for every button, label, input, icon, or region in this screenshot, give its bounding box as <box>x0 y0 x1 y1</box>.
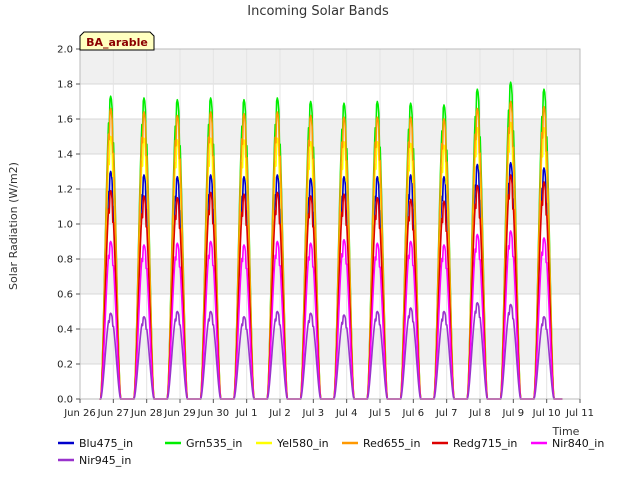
plot-band <box>80 189 580 224</box>
x-tick-label: Jul 5 <box>368 408 391 419</box>
badge-label: BA_arable <box>86 36 148 49</box>
badge-box <box>79 31 155 51</box>
legend-label: Grn535_in <box>186 437 242 450</box>
y-tick-label: 0.4 <box>57 325 73 336</box>
plot-band <box>80 49 580 84</box>
x-tick-label: Jul 11 <box>565 408 594 419</box>
x-tick-label: Jun 27 <box>97 408 130 419</box>
legend: Blu475_in Grn535_in Yel580_in Red655_in Redg… <box>58 437 604 467</box>
legend-item-Red655_in: Red655_in <box>342 437 420 450</box>
legend-item-Grn535_in: Grn535_in <box>165 437 242 450</box>
x-tick-label: Jun 28 <box>130 408 163 419</box>
y-tick-label: 0.2 <box>57 360 73 371</box>
legend-item-Yel580_in: Yel580_in <box>256 437 329 450</box>
x-tick-label: Jul 1 <box>235 408 258 419</box>
y-tick-label: 1.4 <box>57 150 73 161</box>
x-tick-label: Jun 26 <box>63 408 96 419</box>
x-tick-label: Jun 29 <box>163 408 196 419</box>
legend-label: Blu475_in <box>79 437 133 450</box>
x-axis-label: Time <box>552 425 580 438</box>
y-tick-label: 0.0 <box>57 395 73 406</box>
legend-label: Nir840_in <box>552 437 604 450</box>
x-tick-label: Jul 8 <box>468 408 491 419</box>
x-tick-label: Jul 6 <box>402 408 425 419</box>
legend-item-Blu475_in: Blu475_in <box>58 437 133 450</box>
legend-item-Nir945_in: Nir945_in <box>58 454 131 467</box>
legend-item-Redg715_in: Redg715_in <box>432 437 517 450</box>
badge: BA_arable <box>79 31 155 51</box>
x-tick-label: Jul 9 <box>502 408 525 419</box>
y-tick-label: 1.6 <box>57 115 73 126</box>
plot-band <box>80 119 580 154</box>
y-tick-label: 1.2 <box>57 185 73 196</box>
x-tick-label: Jul 2 <box>268 408 291 419</box>
plot-band <box>80 259 580 294</box>
legend-label: Redg715_in <box>453 437 517 450</box>
y-tick-label: 1.0 <box>57 220 73 231</box>
y-tick-label: 2.0 <box>57 45 73 56</box>
plot-band <box>80 329 580 364</box>
legend-label: Yel580_in <box>276 437 329 450</box>
y-axis-label: Solar Radiation (W/m2) <box>7 162 20 290</box>
x-tick-label: Jun 30 <box>197 408 230 419</box>
x-tick-label: Jul 7 <box>435 408 458 419</box>
y-tick-label: 0.6 <box>57 290 73 301</box>
y-tick-label: 1.8 <box>57 80 73 91</box>
legend-item-Nir840_in: Nir840_in <box>531 437 604 450</box>
x-tick-label: Jul 3 <box>302 408 325 419</box>
y-tick-label: 0.8 <box>57 255 73 266</box>
legend-label: Nir945_in <box>79 454 131 467</box>
chart-title: Incoming Solar Bands <box>247 4 389 19</box>
legend-label: Red655_in <box>363 437 420 450</box>
x-tick-label: Jul 10 <box>532 408 561 419</box>
x-tick-label: Jul 4 <box>335 408 358 419</box>
